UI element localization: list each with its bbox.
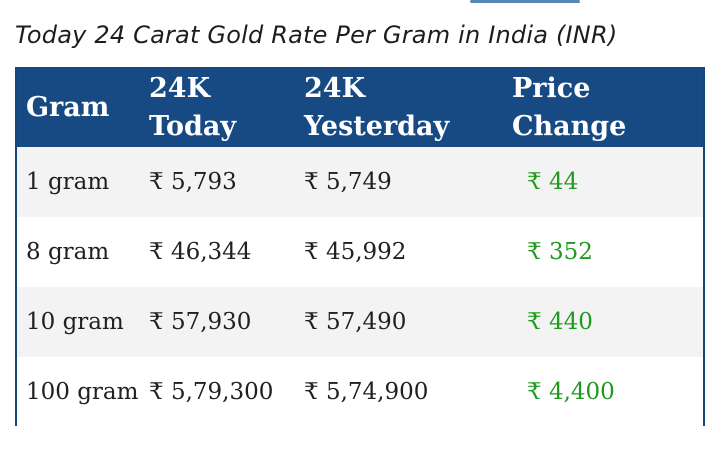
table-row: 100 gram ₹ 5,79,300 ₹ 5,74,900 ₹ 4,400 [17,357,703,427]
yesterday-rate-cell: ₹ 5,74,900 [304,379,429,405]
price-change-cell: ₹ 44 [527,169,579,195]
yesterday-rate-cell: ₹ 45,992 [304,239,407,265]
today-rate-cell: ₹ 5,793 [149,169,237,195]
price-change-cell: ₹ 352 [527,239,593,265]
today-rate-cell: ₹ 57,930 [149,309,252,335]
header-24k-today: 24K Today [149,73,237,142]
gram-cell: 1 gram [26,169,110,195]
today-rate-cell: ₹ 46,344 [149,239,252,265]
today-rate-cell: ₹ 5,79,300 [149,379,274,405]
gram-cell: 100 gram [26,379,139,405]
table-row: 8 gram ₹ 46,344 ₹ 45,992 ₹ 352 [17,217,703,287]
table-header-row: Gram 24K Today 24K Yesterday Price Chang… [17,69,703,147]
gram-cell: 10 gram [26,309,124,335]
top-accent-line [470,0,580,3]
gram-cell: 8 gram [26,239,110,265]
table-row: 1 gram ₹ 5,793 ₹ 5,749 ₹ 44 [17,147,703,217]
page-title: Today 24 Carat Gold Rate Per Gram in Ind… [15,21,618,49]
header-price-change: Price Change [512,73,627,142]
header-24k-yesterday: 24K Yesterday [304,73,450,142]
header-gram: Gram [26,92,110,123]
yesterday-rate-cell: ₹ 5,749 [304,169,392,195]
table-row: 10 gram ₹ 57,930 ₹ 57,490 ₹ 440 [17,287,703,357]
gold-rate-table: Gram 24K Today 24K Yesterday Price Chang… [15,67,705,427]
price-change-cell: ₹ 4,400 [527,379,615,405]
price-change-cell: ₹ 440 [527,309,593,335]
yesterday-rate-cell: ₹ 57,490 [304,309,407,335]
